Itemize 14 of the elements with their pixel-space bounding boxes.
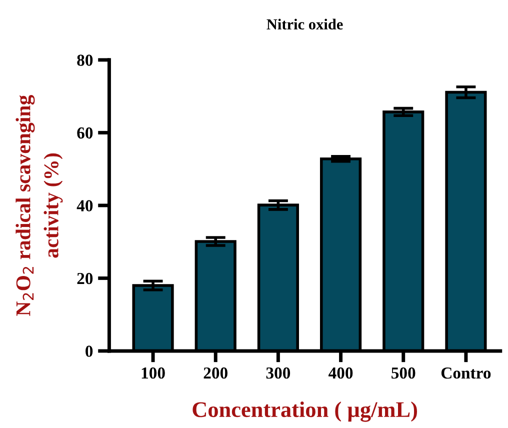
x-tick-label: 200 xyxy=(204,367,228,379)
y-tick-label: 80 xyxy=(77,54,93,66)
y-tick-label: 0 xyxy=(86,346,93,357)
chart-title: Nitric oxide xyxy=(266,18,343,30)
x-tick-label: 100 xyxy=(142,367,165,379)
y-axis-title: N$_{2}$O$_{2}$ radical scavenging activity (%) xyxy=(16,94,63,316)
y-tick-label: 20 xyxy=(77,272,93,284)
x-tick-label: 400 xyxy=(328,367,353,379)
x-tick-label: 300 xyxy=(266,367,290,379)
y-tick-label: 40 xyxy=(76,200,93,212)
x-axis-title: Concentration ( µg/mL) xyxy=(192,401,418,422)
x-tick-label: 500 xyxy=(392,367,416,379)
y-tick-label: 60 xyxy=(77,127,93,139)
x-tick-label: Contro xyxy=(441,367,491,379)
